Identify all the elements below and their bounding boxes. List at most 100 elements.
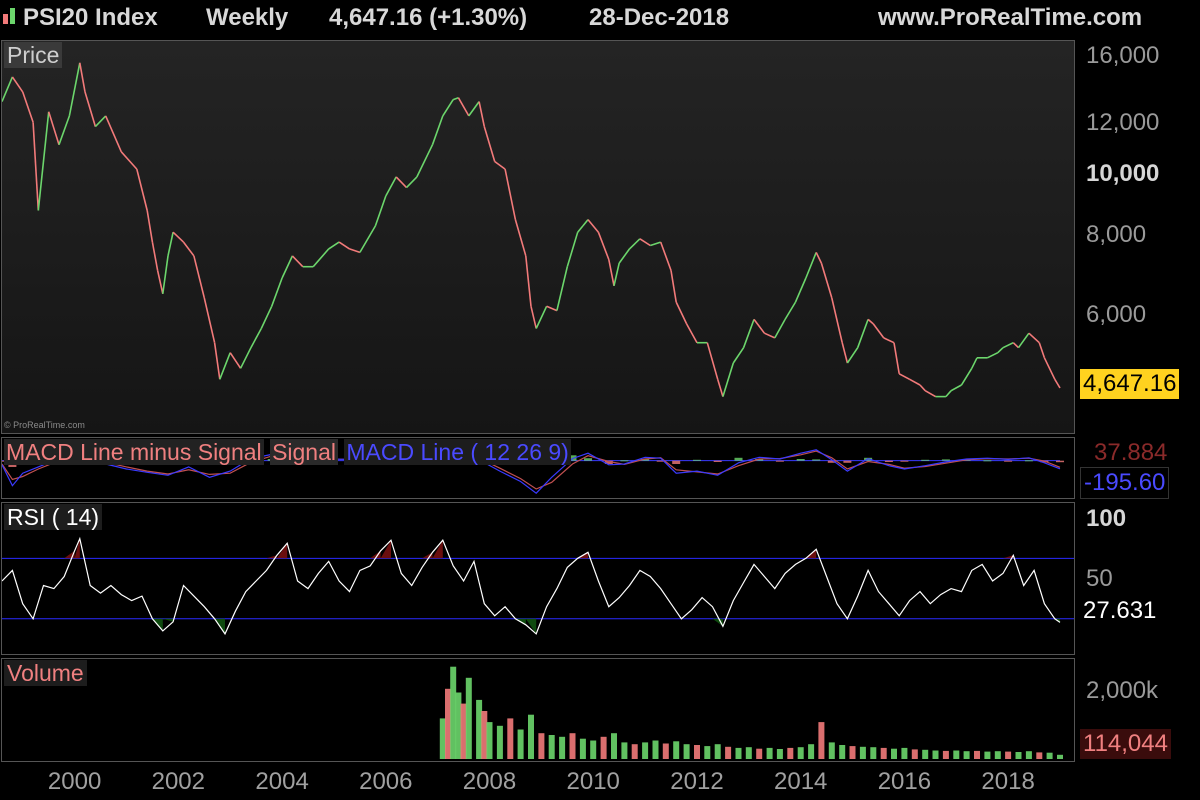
volume-bar bbox=[611, 733, 617, 759]
price-segment bbox=[675, 301, 688, 325]
volume-bar bbox=[828, 742, 835, 759]
rsi-tick-label: 50 bbox=[1086, 565, 1113, 592]
volume-panel[interactable]: Volume bbox=[1, 658, 1075, 762]
price-segment bbox=[79, 62, 86, 93]
volume-bar bbox=[808, 744, 815, 759]
price-segment bbox=[805, 252, 817, 279]
x-tick-label: 2004 bbox=[255, 768, 309, 795]
price-segment bbox=[514, 219, 527, 257]
price-segment bbox=[893, 342, 900, 374]
price-segment bbox=[764, 332, 776, 339]
volume-bar bbox=[450, 666, 457, 759]
price-segment bbox=[618, 248, 631, 264]
price-segment bbox=[670, 270, 677, 303]
price-segment bbox=[971, 357, 978, 369]
date-label: 28-Dec-2018 bbox=[589, 4, 730, 31]
site-link[interactable]: www.ProRealTime.com bbox=[878, 4, 1143, 31]
macd-histogram-bar bbox=[983, 460, 992, 462]
price-segment bbox=[239, 347, 252, 369]
price-segment bbox=[685, 323, 698, 344]
price-segment bbox=[156, 270, 164, 294]
macd-histogram-bar bbox=[796, 459, 805, 461]
price-segment bbox=[151, 241, 159, 271]
volume-bar bbox=[559, 736, 566, 759]
macd-histogram-bar bbox=[641, 459, 650, 461]
price-segment bbox=[68, 62, 81, 117]
volume-bar bbox=[652, 740, 659, 759]
price-segment bbox=[628, 238, 641, 250]
volume-bar bbox=[528, 714, 534, 759]
macd-histogram-bar bbox=[900, 460, 909, 462]
price-segment bbox=[483, 126, 496, 162]
macd-histogram-bar bbox=[1024, 460, 1033, 462]
price-segment bbox=[872, 323, 885, 339]
price-segment bbox=[120, 151, 138, 170]
x-tick-label: 2008 bbox=[462, 768, 517, 795]
price-segment bbox=[452, 96, 459, 101]
rsi-panel[interactable]: RSI ( 14) bbox=[1, 502, 1075, 655]
symbol-name: PSI20 Index bbox=[23, 4, 158, 31]
volume-bar bbox=[569, 733, 576, 759]
x-tick-label: 2002 bbox=[151, 768, 205, 795]
volume-bar bbox=[880, 747, 887, 759]
volume-bar bbox=[735, 747, 742, 759]
price-segment bbox=[846, 347, 859, 364]
price-segment bbox=[732, 347, 745, 364]
volume-bar bbox=[1046, 752, 1053, 759]
price-segment bbox=[924, 390, 936, 398]
price-segment bbox=[659, 241, 672, 271]
volume-bar bbox=[818, 722, 825, 759]
rsi-zone-fill bbox=[276, 543, 288, 559]
volume-bar bbox=[870, 747, 877, 759]
x-tick-label: 2018 bbox=[981, 768, 1035, 795]
volume-bar bbox=[496, 725, 503, 759]
rsi-zone-fill bbox=[162, 618, 174, 622]
price-segment bbox=[182, 241, 195, 257]
volume-bar bbox=[481, 711, 488, 759]
volume-bar bbox=[1036, 752, 1043, 759]
price-segment bbox=[162, 255, 169, 294]
price-segment bbox=[742, 319, 755, 348]
macd-histogram-bar bbox=[656, 460, 665, 462]
rsi-line bbox=[2, 536, 1061, 636]
price-segment bbox=[867, 318, 874, 325]
price-segment bbox=[58, 115, 71, 145]
price-segment bbox=[1012, 342, 1020, 349]
price-segment bbox=[504, 168, 517, 220]
rsi-zone-fill bbox=[525, 618, 537, 634]
price-segment bbox=[457, 97, 470, 117]
macd-histogram-bar bbox=[713, 460, 722, 462]
period-label: Weekly bbox=[206, 4, 289, 31]
price-segment bbox=[193, 255, 206, 299]
volume-bar bbox=[673, 741, 680, 759]
price-segment bbox=[639, 238, 651, 247]
price-segment bbox=[997, 347, 1004, 354]
volume-bar bbox=[922, 749, 929, 759]
x-tick-label: 2006 bbox=[359, 768, 413, 795]
rsi-zone-fill bbox=[380, 540, 391, 559]
volume-bar bbox=[694, 745, 700, 759]
price-segment bbox=[530, 306, 537, 329]
x-tick-label: 2000 bbox=[47, 768, 102, 795]
volume-bar bbox=[1057, 754, 1063, 759]
price-segment bbox=[722, 362, 735, 397]
x-tick-label: 2014 bbox=[773, 768, 828, 795]
price-segment bbox=[1017, 332, 1030, 349]
volume-panel-title: Volume bbox=[4, 660, 87, 686]
volume-bar bbox=[548, 735, 555, 759]
macd-histogram-bar bbox=[584, 458, 592, 461]
x-tick-label: 2010 bbox=[566, 768, 620, 795]
price-segment bbox=[37, 111, 50, 211]
price-segment bbox=[338, 241, 350, 250]
price-segment bbox=[784, 301, 797, 320]
price-segment bbox=[395, 176, 408, 189]
price-tick-label: 16,000 bbox=[1086, 42, 1160, 69]
macd-histogram-bar bbox=[1004, 460, 1013, 462]
volume-bar bbox=[745, 747, 752, 759]
price-panel[interactable]: Price bbox=[1, 40, 1075, 434]
rsi-zone-fill bbox=[370, 550, 381, 559]
price-segment bbox=[104, 115, 123, 153]
price-segment bbox=[535, 305, 548, 329]
price-segment bbox=[281, 255, 294, 279]
macd-panel[interactable]: MACD Line minus Signal Signal MACD Line … bbox=[1, 437, 1075, 499]
